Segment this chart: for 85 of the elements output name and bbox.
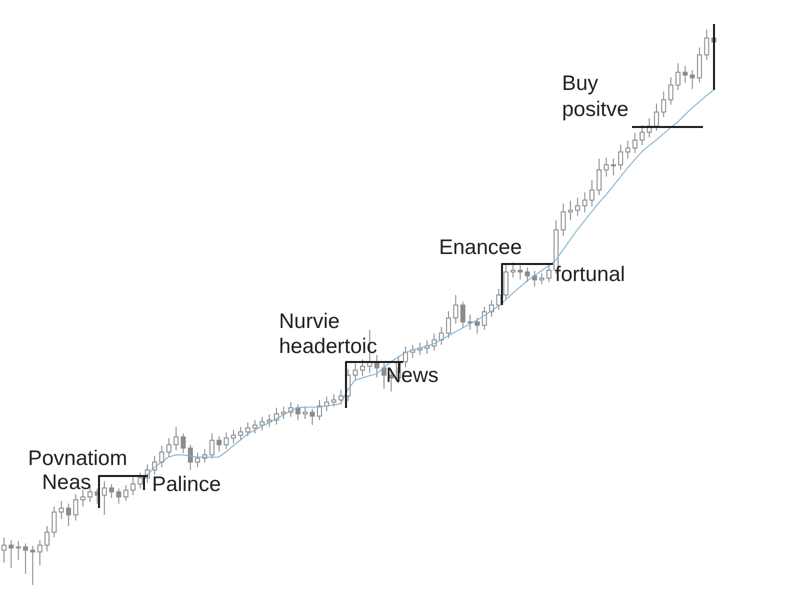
candlestick: [632, 132, 638, 154]
candlestick: [453, 294, 458, 324]
annotation: fortunal: [555, 263, 626, 287]
candlestick: [16, 540, 21, 560]
candlestick: [102, 480, 107, 516]
candlestick: [260, 416, 265, 431]
annotation: Povnatiom Neas: [28, 447, 128, 495]
candlestick: [138, 472, 143, 490]
candlestick: [675, 62, 680, 91]
candlestick: [568, 200, 573, 221]
candlestick: [704, 29, 710, 60]
candlestick: [8, 540, 14, 569]
candlestick: [188, 444, 193, 470]
candlestick: [109, 484, 114, 499]
candlestick: [382, 362, 387, 390]
candlestick: [224, 432, 229, 450]
candlestick: [23, 542, 28, 574]
candlestick: [30, 545, 36, 585]
candlestick: [460, 301, 466, 329]
candlestick: [482, 306, 487, 330]
annotation: Enancee: [439, 236, 522, 260]
candlestick: [618, 144, 624, 170]
annotation: Palince: [152, 473, 221, 497]
candlestick: [310, 408, 315, 426]
candlestick: [66, 503, 72, 527]
candlestick: [166, 438, 172, 458]
candlestick: [302, 406, 308, 420]
candlestick: [338, 389, 344, 405]
candlestick: [560, 203, 566, 237]
candlestick: [123, 484, 128, 502]
candlestick: [174, 426, 179, 451]
candlestick: [130, 476, 136, 496]
candlestick: [668, 76, 674, 106]
candlestick: [438, 326, 444, 346]
candlestick: [654, 103, 659, 132]
candlestick: [610, 158, 616, 176]
candlestick: [195, 452, 200, 468]
candlestick: [690, 70, 695, 90]
candlestick: [352, 362, 358, 382]
candlestick: [546, 264, 552, 283]
annotation: News: [386, 364, 439, 388]
candlestick: [604, 157, 609, 178]
candlestick: [360, 358, 365, 377]
candlestick: [216, 436, 222, 452]
candlestick: [238, 426, 244, 441]
candlestick: [582, 192, 588, 213]
candlestick: [58, 500, 64, 520]
candlestick: [596, 158, 602, 196]
candlestick: [295, 404, 300, 421]
candlestick: [424, 340, 430, 354]
candlestick: [281, 406, 286, 420]
candlestick: [532, 270, 538, 288]
candlestick: [503, 264, 508, 300]
candlestick: [180, 433, 186, 454]
candlestick: [524, 266, 530, 283]
candlestick: [116, 488, 122, 504]
candlestick: [589, 179, 594, 207]
candlestick: [661, 90, 666, 118]
candlestick: [510, 262, 516, 278]
candlestick: [518, 264, 523, 280]
candlestick: [52, 506, 57, 538]
candlestick: [159, 445, 164, 468]
candlestick: [73, 494, 78, 521]
candlestick: [474, 317, 480, 334]
candlestick: [640, 124, 645, 146]
candlestick: [575, 197, 580, 216]
candlestick: [403, 346, 408, 368]
candlestick: [696, 47, 702, 83]
candlestick: [489, 300, 494, 318]
candlestick: [446, 310, 452, 339]
candlestick: [682, 66, 688, 84]
candlestick: [331, 394, 336, 408]
annotation: Buy positve: [562, 72, 629, 122]
candlestick: [230, 430, 236, 444]
candlestick: [80, 489, 86, 507]
candlestick: [245, 422, 250, 437]
candlestick: [44, 526, 50, 552]
candlestick: [316, 399, 322, 421]
candlestick: [209, 433, 214, 460]
candlestick: [496, 288, 502, 311]
candlestick: [625, 140, 630, 160]
candlestick: [539, 272, 544, 285]
candlestick: [37, 540, 42, 566]
candlestick: [252, 420, 258, 434]
annotation: Nurvie headertoic: [279, 310, 378, 359]
